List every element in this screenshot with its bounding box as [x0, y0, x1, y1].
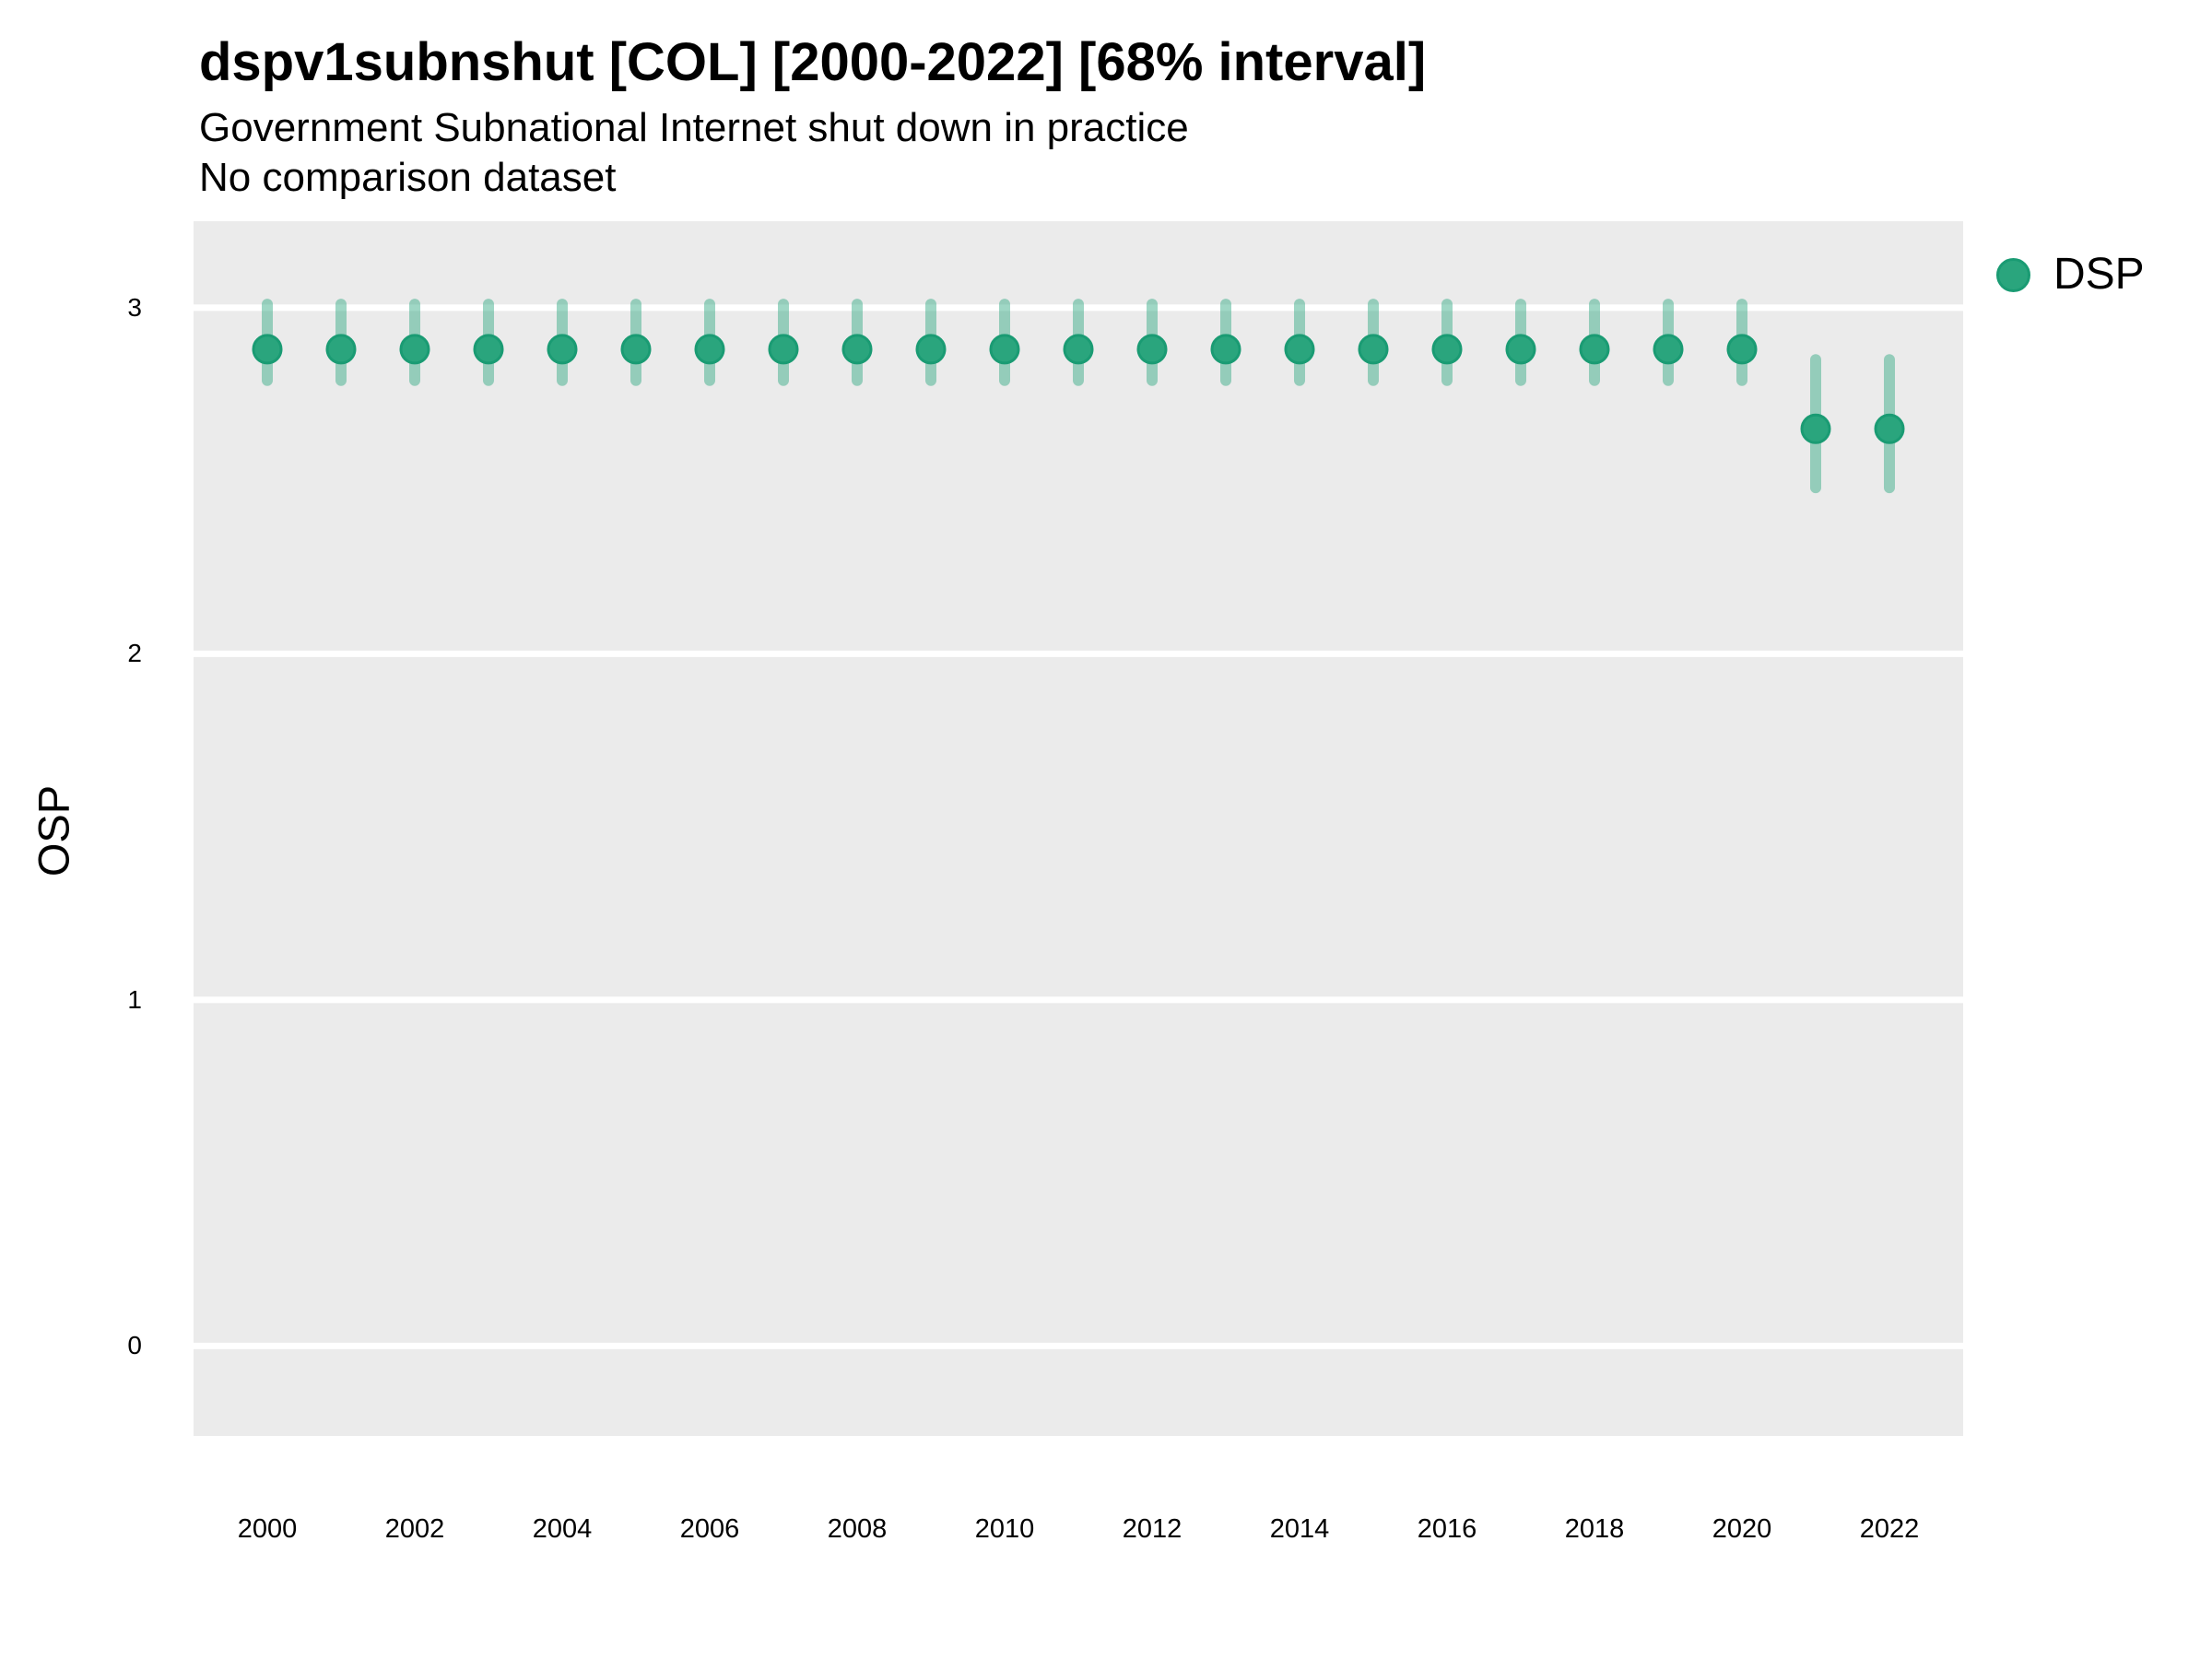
- plot-area: [194, 221, 1963, 1436]
- y-tick-label-0: 0: [127, 1331, 142, 1360]
- point-estimate-2018: [1579, 334, 1610, 365]
- x-tick-label-2022: 2022: [1859, 1514, 1920, 1544]
- y-tick-label-3: 3: [127, 292, 142, 322]
- x-tick-label-2006: 2006: [679, 1514, 740, 1544]
- x-tick-label-2008: 2008: [827, 1514, 888, 1544]
- x-tick-label-2010: 2010: [974, 1514, 1035, 1544]
- x-tick-label-2014: 2014: [1269, 1514, 1330, 1544]
- point-estimate-2009: [915, 334, 947, 365]
- point-estimate-2014: [1284, 334, 1315, 365]
- point-estimate-2017: [1505, 334, 1536, 365]
- y-tick-label-1: 1: [127, 984, 142, 1014]
- point-estimate-2015: [1358, 334, 1389, 365]
- point-estimate-2007: [768, 334, 799, 365]
- legend: DSP: [1996, 251, 2145, 299]
- point-estimate-2005: [620, 334, 652, 365]
- point-estimate-2003: [473, 334, 504, 365]
- y-tick-label-2: 2: [127, 639, 142, 668]
- plot-panel-background: [194, 221, 1963, 1436]
- point-estimate-2022: [1874, 413, 1905, 444]
- x-tick-label-2020: 2020: [1712, 1514, 1772, 1544]
- point-estimate-2019: [1653, 334, 1684, 365]
- chart-note: No comparison dataset: [199, 155, 617, 200]
- x-tick-label-2012: 2012: [1122, 1514, 1182, 1544]
- legend-point-icon: [1996, 257, 2030, 292]
- x-tick-label-2002: 2002: [384, 1514, 445, 1544]
- x-tick-label-2016: 2016: [1417, 1514, 1477, 1544]
- point-estimate-2004: [547, 334, 578, 365]
- point-estimate-2010: [989, 334, 1020, 365]
- point-estimate-2002: [399, 334, 430, 365]
- y-axis-title: OSP: [29, 784, 78, 877]
- point-estimate-2016: [1431, 334, 1463, 365]
- point-estimate-2011: [1063, 334, 1094, 365]
- point-estimate-2020: [1726, 334, 1758, 365]
- point-estimate-2012: [1136, 334, 1168, 365]
- point-estimate-2021: [1800, 413, 1831, 444]
- point-estimate-2001: [325, 334, 357, 365]
- point-estimate-2000: [252, 334, 283, 365]
- legend-label: DSP: [2053, 250, 2145, 299]
- x-tick-label-2018: 2018: [1564, 1514, 1625, 1544]
- point-estimate-2008: [841, 334, 873, 365]
- point-estimate-2013: [1210, 334, 1241, 365]
- chart-title: dspv1subnshut [COL] [2000-2022] [68% int…: [199, 32, 1427, 92]
- x-tick-label-2004: 2004: [532, 1514, 593, 1544]
- x-tick-label-2000: 2000: [237, 1514, 298, 1544]
- point-estimate-2006: [694, 334, 725, 365]
- chart-subtitle: Government Subnational Internet shut dow…: [199, 105, 1189, 150]
